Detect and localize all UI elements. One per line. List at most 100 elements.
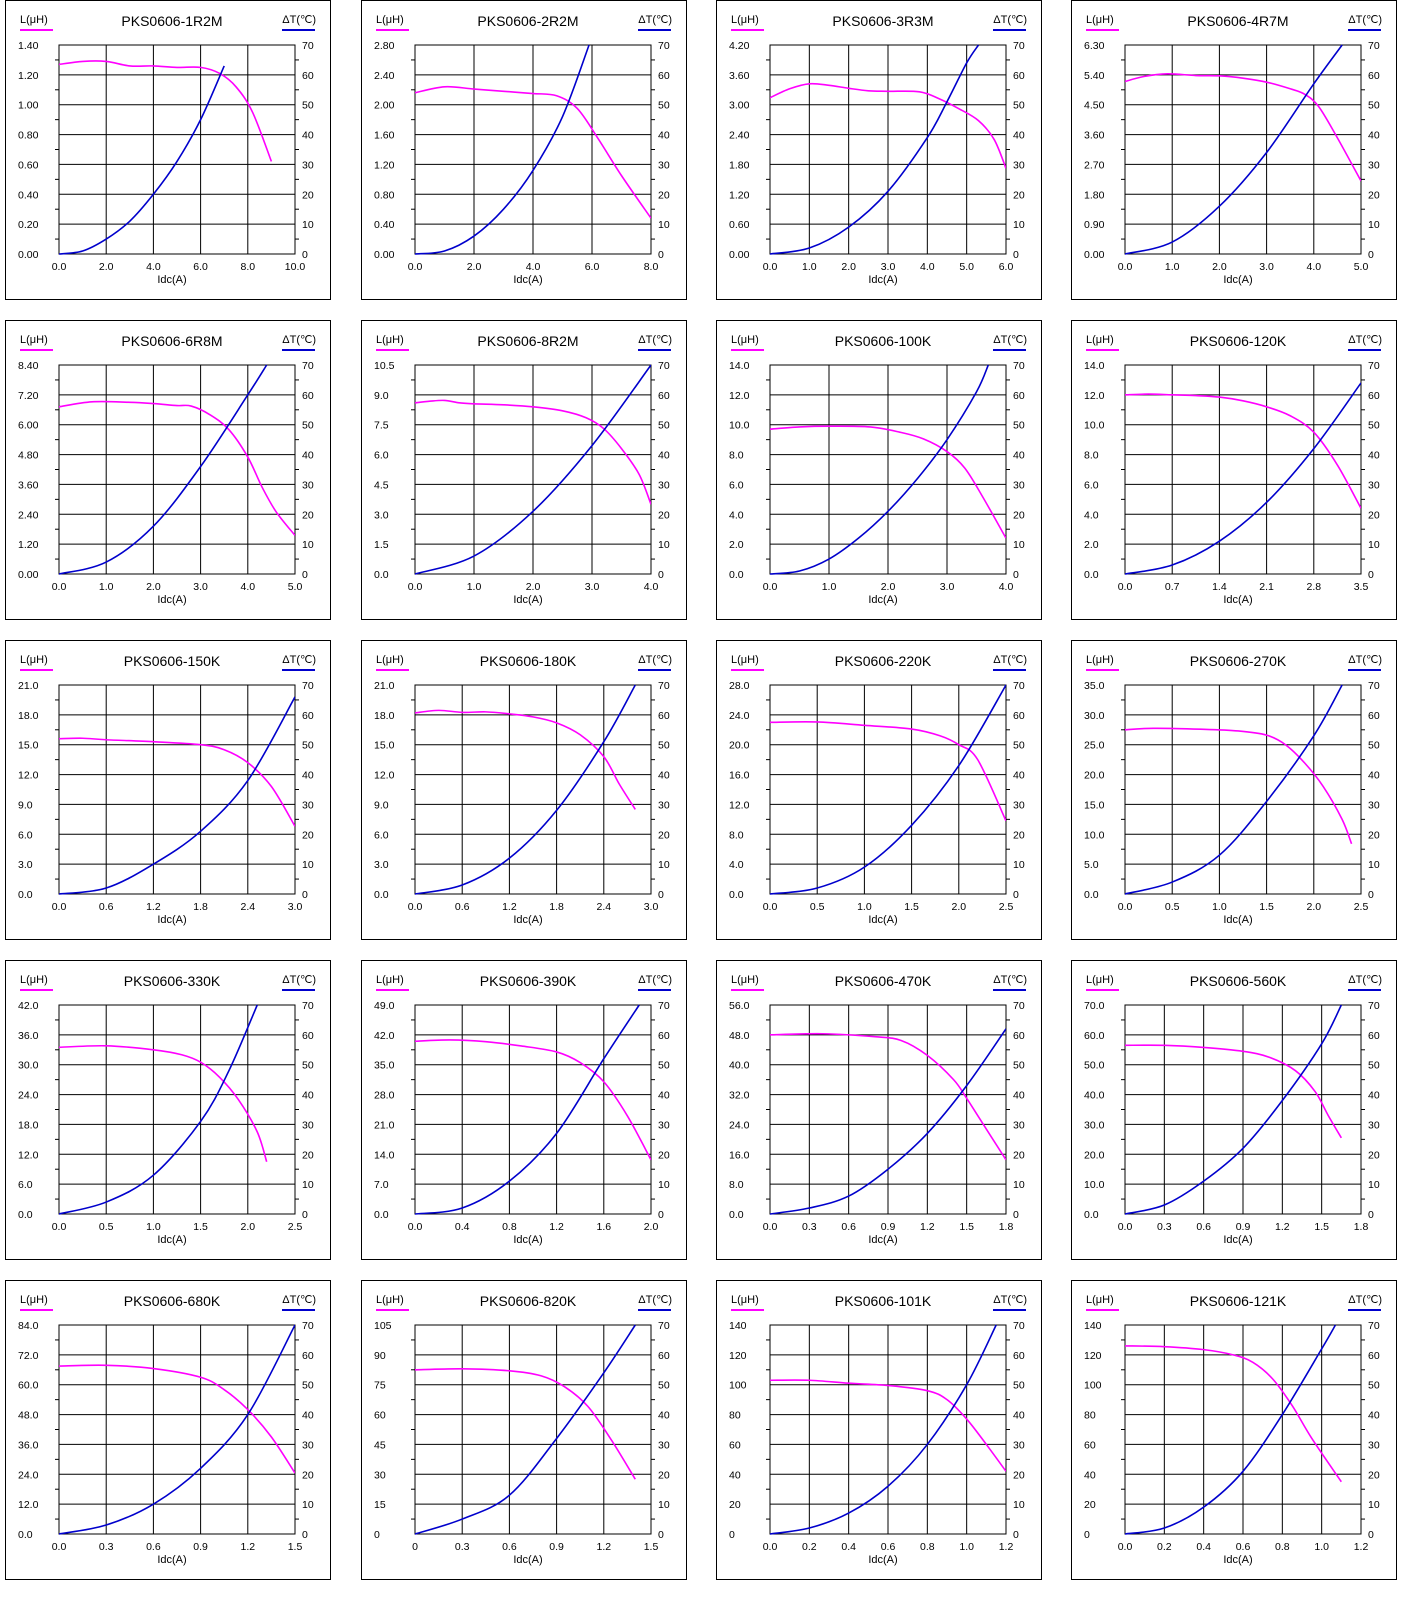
y-tick-label-right: 70 bbox=[302, 1320, 314, 1332]
right-axis-label: ΔT(℃) bbox=[1348, 1294, 1382, 1306]
chart-title: PKS0606-121K bbox=[1190, 1293, 1287, 1309]
y-tick-label-left: 60.0 bbox=[18, 1380, 39, 1392]
y-tick-label-right: 40 bbox=[658, 450, 670, 462]
x-tick-label: 1.0 bbox=[822, 581, 837, 593]
x-axis-label: Idc(A) bbox=[157, 594, 186, 606]
x-tick-label: 2.1 bbox=[1259, 581, 1274, 593]
y-tick-label-right: 0 bbox=[1013, 1209, 1019, 1221]
y-tick-label-right: 30 bbox=[658, 1439, 670, 1451]
y-tick-label-left: 120 bbox=[729, 1350, 747, 1362]
y-tick-label-right: 50 bbox=[1368, 1060, 1380, 1072]
y-tick-label-right: 0 bbox=[658, 889, 664, 901]
chart-title: PKS0606-390K bbox=[480, 973, 577, 989]
x-tick-label: 1.2 bbox=[596, 1541, 611, 1553]
plot-frame bbox=[1124, 364, 1362, 575]
y-tick-label-right: 10 bbox=[658, 1179, 670, 1191]
y-tick-label-right: 50 bbox=[1013, 100, 1025, 112]
chart-panel: L(μH) PKS0606-220K ΔT(℃) 0.0 0.5 1.0 1.5 2.0 2.5… bbox=[716, 640, 1042, 940]
y-tick-label-left: 12.0 bbox=[1084, 390, 1105, 402]
y-tick-label-right: 70 bbox=[302, 680, 314, 692]
x-tick-label: 3.0 bbox=[1259, 261, 1274, 273]
inductance-curve bbox=[415, 1367, 636, 1480]
x-tick-label: 0.0 bbox=[1118, 581, 1133, 593]
chart-panel: L(μH) PKS0606-3R3M ΔT(℃) 0.0 1.0 2.0 3.0 4.0 5.0… bbox=[716, 0, 1042, 300]
y-tick-label-right: 50 bbox=[1368, 1380, 1380, 1392]
chart-title: PKS0606-820K bbox=[480, 1293, 577, 1309]
y-tick-label-right: 0 bbox=[1368, 1209, 1374, 1221]
x-tick-label: 4.0 bbox=[999, 581, 1014, 593]
inductance-curve bbox=[1125, 73, 1361, 182]
y-tick-label-right: 70 bbox=[658, 360, 670, 372]
y-tick-label-left: 30.0 bbox=[1084, 710, 1105, 722]
x-axis-label: Idc(A) bbox=[157, 1234, 186, 1246]
inductance-curve bbox=[59, 737, 295, 827]
temperature-curve bbox=[770, 44, 980, 255]
y-tick-label-left: 3.0 bbox=[18, 859, 33, 871]
chart-panel: L(μH) PKS0606-4R7M ΔT(℃) 0.0 1.0 2.0 3.0 4.0 5.0… bbox=[1071, 0, 1397, 300]
x-tick-label: 3.0 bbox=[288, 901, 303, 913]
temperature-curve bbox=[415, 44, 590, 255]
x-tick-label: 1.5 bbox=[959, 1221, 974, 1233]
x-tick-label: 0.6 bbox=[455, 901, 470, 913]
y-tick-label-right: 50 bbox=[1013, 1380, 1025, 1392]
x-tick-label: 2.0 bbox=[1212, 261, 1227, 273]
y-tick-label-right: 30 bbox=[658, 159, 670, 171]
chart-title: PKS0606-220K bbox=[835, 653, 932, 669]
y-tick-label-right: 20 bbox=[1368, 1149, 1380, 1161]
y-tick-label-left: 72.0 bbox=[18, 1350, 39, 1362]
inductance-curve bbox=[1125, 1345, 1342, 1483]
y-tick-label-left: 1.20 bbox=[18, 539, 39, 551]
y-tick-label-right: 10 bbox=[1368, 539, 1380, 551]
y-tick-label-right: 50 bbox=[1368, 100, 1380, 112]
y-tick-label-right: 70 bbox=[658, 680, 670, 692]
x-tick-label: 0.9 bbox=[193, 1541, 208, 1553]
y-tick-label-left: 10.0 bbox=[1084, 829, 1105, 841]
y-tick-label-left: 18.0 bbox=[18, 710, 39, 722]
y-tick-label-right: 60 bbox=[1013, 70, 1025, 82]
y-tick-label-left: 0.0 bbox=[18, 889, 33, 901]
y-tick-label-left: 7.20 bbox=[18, 390, 39, 402]
y-tick-label-right: 50 bbox=[658, 100, 670, 112]
y-tick-label-right: 50 bbox=[302, 1060, 314, 1072]
y-tick-label-right: 50 bbox=[658, 1060, 670, 1072]
y-tick-label-right: 20 bbox=[302, 189, 314, 201]
chart-title: PKS0606-150K bbox=[124, 653, 221, 669]
y-tick-label-left: 0.90 bbox=[1084, 219, 1105, 231]
y-tick-label-left: 1.60 bbox=[374, 130, 395, 142]
y-tick-label-right: 10 bbox=[302, 1179, 314, 1191]
temperature-curve bbox=[770, 684, 1006, 895]
y-tick-label-right: 70 bbox=[302, 40, 314, 52]
y-tick-label-left: 1.40 bbox=[18, 40, 39, 52]
x-tick-label: 0.0 bbox=[408, 1221, 423, 1233]
y-tick-label-right: 20 bbox=[302, 509, 314, 521]
y-tick-label-left: 12.0 bbox=[374, 770, 395, 782]
chart-svg: L(μH) PKS0606-1R2M ΔT(℃) 0.0 2.0 4.0 6.0 8.0 10.… bbox=[18, 13, 316, 286]
chart-svg: L(μH) PKS0606-6R8M ΔT(℃) 0.0 1.0 2.0 3.0 4.0 5.0… bbox=[18, 333, 316, 606]
x-tick-label: 0.0 bbox=[52, 1541, 67, 1553]
y-tick-label-left: 15 bbox=[374, 1499, 386, 1511]
x-tick-label: 1.2 bbox=[920, 1221, 935, 1233]
y-tick-label-left: 0.0 bbox=[374, 889, 389, 901]
y-tick-label-left: 40 bbox=[1084, 1469, 1096, 1481]
y-tick-label-left: 75 bbox=[374, 1380, 386, 1392]
left-axis-label: L(μH) bbox=[731, 974, 759, 986]
y-tick-label-right: 0 bbox=[1013, 249, 1019, 261]
y-tick-label-left: 4.50 bbox=[1084, 100, 1105, 112]
plot-frame bbox=[769, 44, 1007, 255]
y-tick-label-right: 40 bbox=[1368, 130, 1380, 142]
x-tick-label: 5.0 bbox=[288, 581, 303, 593]
x-axis-label: Idc(A) bbox=[1223, 1554, 1252, 1566]
temperature-curve bbox=[770, 1028, 1006, 1215]
y-tick-label-right: 60 bbox=[302, 710, 314, 722]
x-tick-label: 0.0 bbox=[408, 581, 423, 593]
y-tick-label-left: 25.0 bbox=[1084, 740, 1105, 752]
x-tick-label: 10.0 bbox=[285, 261, 306, 273]
chart-svg: L(μH) PKS0606-8R2M ΔT(℃) 0.0 1.0 2.0 3.0 4.0 0.0… bbox=[374, 333, 672, 606]
y-tick-label-left: 2.40 bbox=[729, 130, 750, 142]
y-tick-label-left: 80 bbox=[1084, 1410, 1096, 1422]
y-tick-label-right: 70 bbox=[658, 1320, 670, 1332]
x-tick-label: 1.2 bbox=[999, 1541, 1014, 1553]
right-axis-label: ΔT(℃) bbox=[282, 1294, 316, 1306]
y-tick-label-right: 70 bbox=[1013, 1000, 1025, 1012]
chart-panel: L(μH) PKS0606-2R2M ΔT(℃) 0.0 2.0 4.0 6.0 8.0 0.0… bbox=[361, 0, 687, 300]
